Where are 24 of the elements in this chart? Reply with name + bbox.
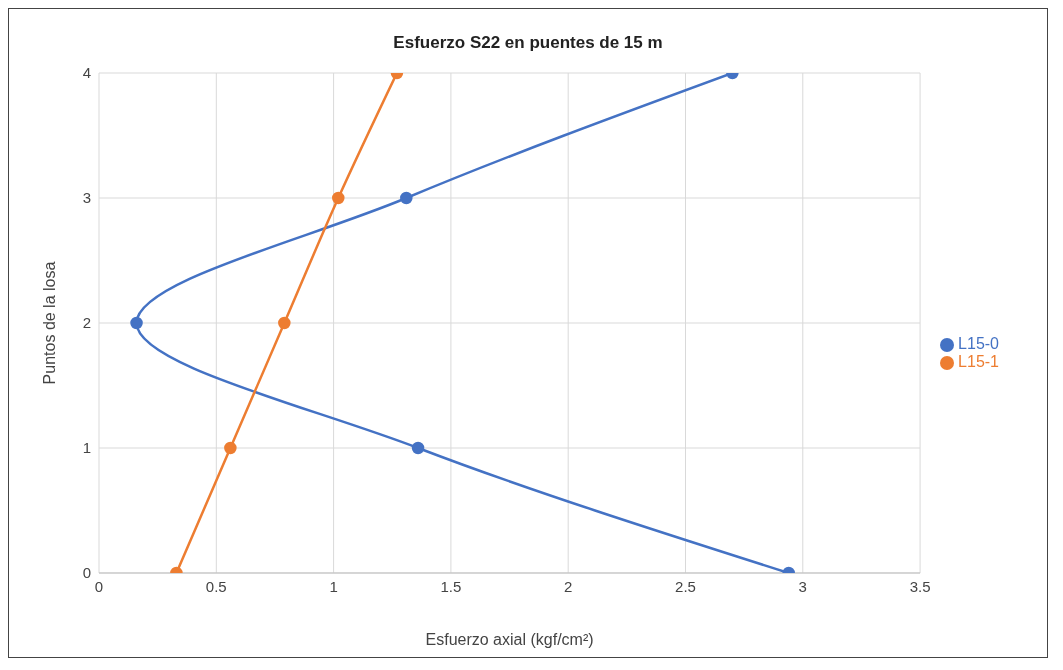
point xyxy=(278,316,291,330)
x-axis-title: Esfuerzo axial (kgf/cm²) xyxy=(425,631,594,648)
x-tick-label: 0 xyxy=(94,577,104,595)
y-tick-label: 4 xyxy=(82,64,91,82)
point xyxy=(130,316,143,330)
x-tick-label: 0.5 xyxy=(205,577,227,595)
y-tick-label: 1 xyxy=(82,439,91,457)
y-tick-label: 2 xyxy=(82,314,91,332)
point xyxy=(400,191,413,205)
y-tick-label: 3 xyxy=(82,189,91,207)
point xyxy=(332,191,345,205)
y-axis-title: Puntos de la losa xyxy=(40,261,58,385)
y-tick-label: 0 xyxy=(82,564,91,582)
point xyxy=(224,441,237,455)
legend-label: L15-0 xyxy=(958,335,999,352)
x-tick-label: 1 xyxy=(329,577,338,595)
x-tick-label: 2 xyxy=(564,577,573,595)
legend-label: L15-1 xyxy=(958,353,999,370)
x-tick-label: 1.5 xyxy=(440,577,462,595)
x-tick-label: 2.5 xyxy=(675,577,696,595)
point xyxy=(411,441,425,455)
x-tick-label: 3.5 xyxy=(909,577,931,595)
chart-title: Esfuerzo S22 en puentes de 15 m xyxy=(392,33,664,53)
x-tick-label: 3 xyxy=(798,577,807,595)
